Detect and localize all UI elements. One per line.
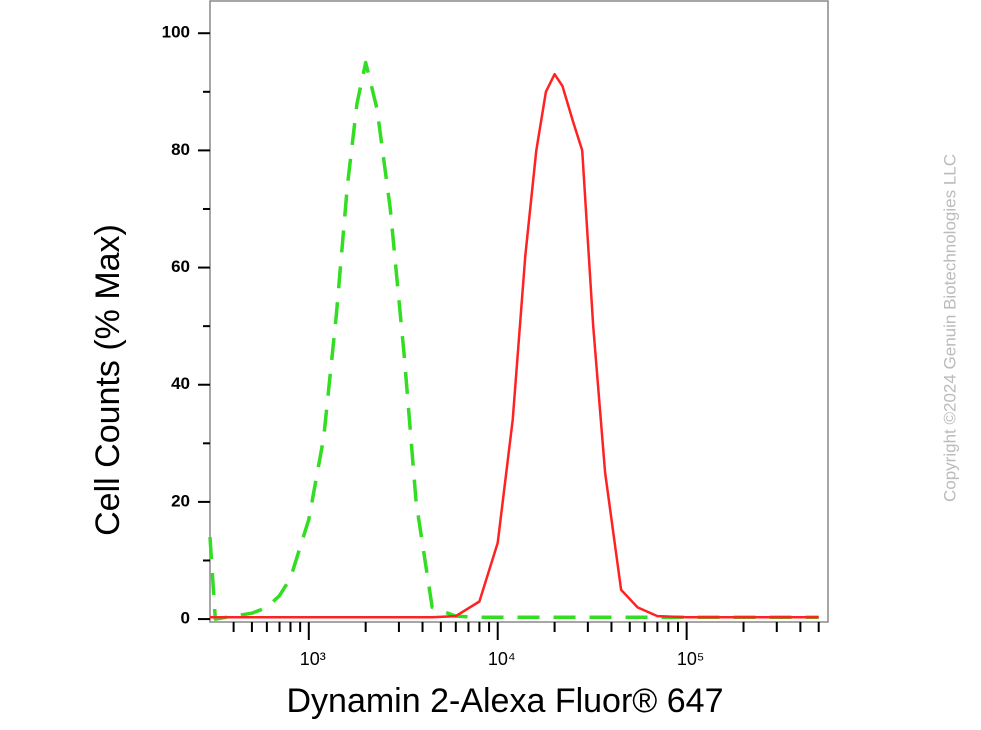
series-line: [210, 72, 819, 619]
x-tick-label: 10⁵: [677, 649, 704, 669]
y-tick-label: 80: [171, 140, 190, 159]
x-tick-label: 10³: [300, 649, 326, 669]
y-tick-label: 40: [171, 374, 190, 393]
y-axis-title: Cell Counts (% Max): [89, 224, 127, 536]
y-tick-label: 0: [181, 609, 190, 628]
series-line: [208, 60, 819, 621]
y-tick-label: 60: [171, 257, 190, 276]
x-tick-label: 10⁴: [488, 649, 516, 669]
y-tick-label: 100: [162, 23, 190, 42]
x-axis-title: Dynamin 2-Alexa Fluor® 647: [286, 682, 723, 720]
watermark: Copyright ©2024 Genuin Biotechnologies L…: [940, 154, 959, 502]
y-tick-label: 20: [171, 491, 190, 510]
plot-frame: [209, 0, 829, 623]
